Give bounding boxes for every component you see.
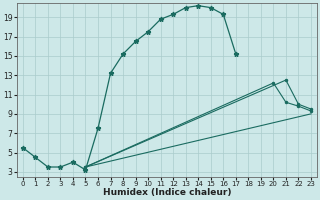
X-axis label: Humidex (Indice chaleur): Humidex (Indice chaleur) (103, 188, 231, 197)
